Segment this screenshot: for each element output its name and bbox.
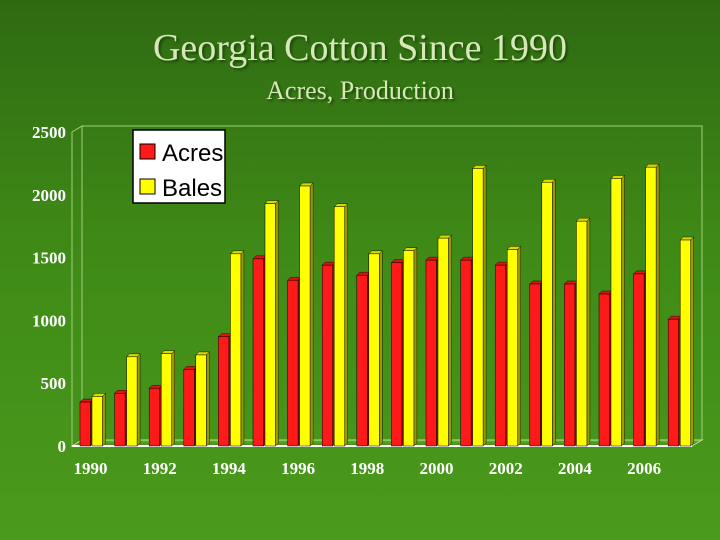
bar-bales-2002 xyxy=(506,245,522,447)
bar-acres-1995 xyxy=(252,255,267,447)
bar-acres-2007 xyxy=(667,315,683,447)
legend-swatch-acres xyxy=(139,143,156,160)
bar-bales-2006 xyxy=(645,163,660,447)
bar-bales-1999 xyxy=(402,247,418,447)
bar-acres-2004 xyxy=(563,280,579,447)
bar-bales-1992 xyxy=(160,350,176,447)
x-tick-label: 2002 xyxy=(489,459,523,478)
y-tick-label: 2500 xyxy=(32,123,66,142)
bar-acres-1991 xyxy=(114,389,129,447)
bar-acres-1990 xyxy=(79,398,94,447)
bar-bales-2007 xyxy=(679,236,695,447)
bar-bales-2000 xyxy=(437,234,452,447)
legend-label-bales: Bales xyxy=(162,175,222,202)
bar-acres-2002 xyxy=(494,261,510,447)
bar-bales-2005 xyxy=(610,174,625,447)
bar-acres-2003 xyxy=(529,280,544,447)
bar-bales-1996 xyxy=(299,182,314,447)
bar-bales-1991 xyxy=(126,353,141,447)
y-tick-label: 500 xyxy=(41,374,67,393)
x-tick-label: 1990 xyxy=(74,459,108,478)
legend-label-acres: Acres xyxy=(162,140,223,167)
x-tick-label: 2006 xyxy=(627,459,661,478)
bar-bales-2003 xyxy=(541,178,556,447)
y-tick-label: 1500 xyxy=(32,249,66,268)
bar-bales-1993 xyxy=(195,351,210,447)
bar-bales-2001 xyxy=(472,164,487,447)
bar-acres-2001 xyxy=(460,256,475,447)
bar-acres-1999 xyxy=(390,259,406,447)
bar-acres-1992 xyxy=(148,384,164,447)
chart-title: Georgia Cotton Since 1990 xyxy=(152,27,568,69)
bar-bales-2004 xyxy=(575,217,591,447)
bar-acres-1998 xyxy=(356,271,371,447)
bar-acres-1993 xyxy=(183,365,198,447)
bar-acres-1996 xyxy=(287,276,302,447)
bar-acres-1997 xyxy=(321,261,337,447)
x-tick-label: 2004 xyxy=(558,459,593,478)
bar-acres-2000 xyxy=(425,256,440,447)
legend-swatch-bales xyxy=(139,178,156,195)
y-tick-label: 2000 xyxy=(32,186,66,205)
x-tick-label: 1998 xyxy=(350,459,384,478)
y-tick-label: 1000 xyxy=(32,311,66,330)
x-tick-label: 1994 xyxy=(212,459,247,478)
y-tick-label: 0 xyxy=(58,437,67,456)
x-tick-label: 1996 xyxy=(281,459,315,478)
bar-bales-1997 xyxy=(333,203,349,447)
bar-bales-1998 xyxy=(368,250,383,447)
bar-bales-1994 xyxy=(229,250,245,447)
bar-acres-2006 xyxy=(633,270,648,447)
chart-side-wall xyxy=(71,125,83,447)
chart-subtitle: Acres, Production xyxy=(266,76,454,105)
bar-bales-1995 xyxy=(264,200,279,447)
x-tick-label: 1992 xyxy=(143,459,177,478)
bar-bales-1990 xyxy=(91,392,106,447)
bar-acres-1994 xyxy=(217,333,233,447)
bar-acres-2005 xyxy=(598,290,613,447)
x-tick-label: 2000 xyxy=(420,459,454,478)
legend: Acres Bales xyxy=(132,129,226,204)
